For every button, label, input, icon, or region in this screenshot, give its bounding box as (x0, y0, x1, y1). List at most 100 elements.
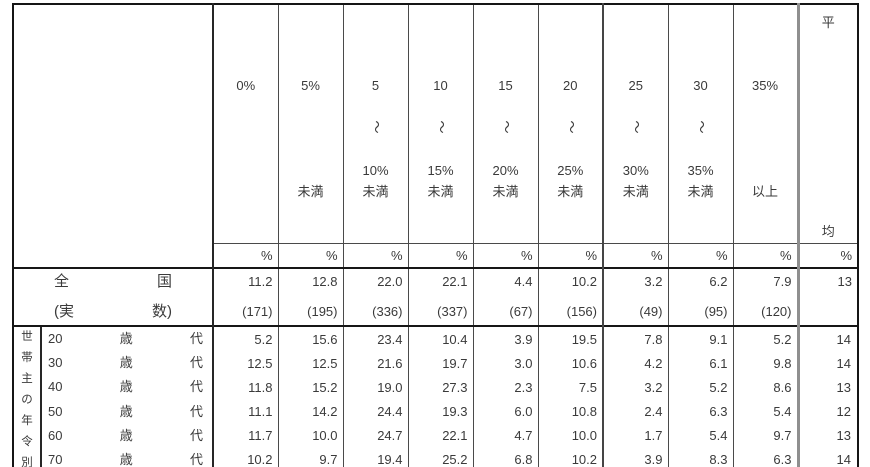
unit-cell: % (277, 243, 343, 268)
header-row: 0% 5% 未満 5 〜 10% 未満 10 〜 15% 未満 15 〜 20% (13, 4, 858, 244)
average-cell: 13 (796, 423, 858, 448)
data-cell: 5.2 (667, 375, 733, 400)
national-value-cell: 6.2 (95) (667, 267, 733, 326)
range-label: 15 (498, 78, 513, 93)
national-count: (120) (761, 304, 792, 319)
data-cell: 8.6 (732, 375, 798, 400)
range-label: 未満 (297, 184, 324, 199)
national-count: (337) (437, 304, 468, 319)
unit-cell: % (667, 243, 733, 268)
range-label: 未満 (557, 184, 584, 199)
data-cell: 3.9 (472, 324, 538, 352)
data-cell: 4.7 (472, 423, 538, 448)
age-label-cell: 60 歳 代 (40, 423, 213, 448)
group-label-char: 年 (21, 415, 33, 427)
data-cell: 6.3 (667, 399, 733, 424)
national-value: 12.8 (312, 274, 338, 289)
age-number: 20 (48, 331, 63, 347)
data-cell: 5.2 (212, 324, 278, 352)
data-cell: 3.2 (602, 375, 668, 400)
data-cell: 24.7 (342, 423, 408, 448)
age-label-cell: 50 歳 代 (40, 399, 213, 424)
data-cell: 5.4 (667, 423, 733, 448)
tilde-glyph: 〜 (498, 120, 514, 134)
national-label: 全 国 (54, 273, 172, 290)
data-cell: 10.4 (407, 324, 473, 352)
range-label: 未満 (362, 184, 389, 199)
data-cell: 9.7 (732, 423, 798, 448)
data-cell: 6.8 (472, 447, 538, 467)
age-row-50s: 50 歳 代 11.1 14.2 24.4 19.3 6.0 10.8 2.4 6.… (13, 399, 858, 424)
age-label-char: 代 (189, 403, 203, 419)
data-cell: 24.4 (342, 399, 408, 424)
tilde-glyph: 〜 (628, 120, 644, 134)
data-cell: 7.5 (537, 375, 603, 400)
range-label: 0% (236, 78, 256, 93)
age-number: 50 (48, 403, 63, 419)
tilde-glyph: 〜 (433, 120, 449, 134)
age-number: 60 (48, 427, 63, 443)
data-cell: 3.9 (602, 447, 668, 467)
national-value-cell: 11.2 (171) (212, 267, 278, 326)
data-cell: 6.3 (732, 447, 798, 467)
data-cell: 10.6 (537, 351, 603, 376)
age-label-char: 代 (189, 379, 203, 395)
range-label: 10 (433, 78, 448, 93)
data-cell: 10.2 (537, 447, 603, 467)
national-value: 3.2 (644, 274, 663, 289)
group-label-char: 令 (21, 436, 33, 448)
unit-cell: % (472, 243, 538, 268)
data-cell: 9.7 (277, 447, 343, 467)
range-label: 20% (492, 163, 519, 178)
age-row-30s: 30 歳 代 12.5 12.5 21.6 19.7 3.0 10.6 4.2 6.… (13, 351, 858, 376)
range-label: 35% (751, 78, 779, 93)
data-cell: 15.6 (277, 324, 343, 352)
national-value-cell: 10.2 (156) (537, 267, 603, 326)
data-cell: 9.1 (667, 324, 733, 352)
age-number: 70 (48, 451, 63, 467)
range-header-25-30: 25 〜 30% 未満 (602, 4, 668, 244)
data-cell: 19.7 (407, 351, 473, 376)
range-label: 30% (622, 163, 649, 178)
unit-cell: % (796, 243, 858, 268)
average-cell: 14 (796, 351, 858, 376)
tilde-glyph: 〜 (563, 120, 579, 134)
data-cell: 19.5 (537, 324, 603, 352)
data-cell: 2.3 (472, 375, 538, 400)
age-label-char: 歳 (119, 331, 133, 347)
range-label: 未満 (622, 184, 649, 199)
corner-cell (13, 4, 213, 268)
group-label-char: 帯 (21, 352, 33, 364)
age-label-char: 歳 (119, 403, 133, 419)
national-average: 13 (837, 274, 852, 289)
age-label-char: 代 (189, 427, 203, 443)
national-count: (336) (372, 304, 403, 319)
group-label-vertical: 世 帯 主 の 年 令 別 (14, 328, 40, 467)
age-label-char: 代 (189, 451, 203, 467)
national-sublabel: (実 数) (54, 303, 172, 320)
national-value: 22.0 (377, 274, 403, 289)
data-cell: 5.4 (732, 399, 798, 424)
national-value: 10.2 (571, 274, 597, 289)
national-average-cell: 13 (796, 267, 858, 326)
data-cell: 22.1 (407, 423, 473, 448)
range-label: 未満 (687, 184, 714, 199)
age-row-40s: 40 歳 代 11.8 15.2 19.0 27.3 2.3 7.5 3.2 5.2… (13, 375, 858, 400)
range-header-0pct: 0% (212, 4, 278, 244)
range-label: 以上 (751, 184, 778, 199)
age-row-70s: 70 歳 代 10.2 9.7 19.4 25.2 6.8 10.2 3.9 8.3… (13, 447, 858, 467)
data-cell: 11.1 (212, 399, 278, 424)
national-label-char: 全 (54, 273, 70, 290)
data-cell: 4.2 (602, 351, 668, 376)
national-value: 7.9 (773, 274, 792, 289)
unit-cell: % (537, 243, 603, 268)
age-label-char: 歳 (119, 427, 133, 443)
range-label: 25% (557, 163, 584, 178)
national-label-cell: 全 国 (実 数) (13, 267, 213, 326)
age-number: 40 (48, 379, 63, 395)
data-cell: 10.2 (212, 447, 278, 467)
data-cell: 7.8 (602, 324, 668, 352)
range-label: 20 (563, 78, 578, 93)
age-label-cell: 70 歳 代 (40, 447, 213, 467)
data-cell: 2.4 (602, 399, 668, 424)
